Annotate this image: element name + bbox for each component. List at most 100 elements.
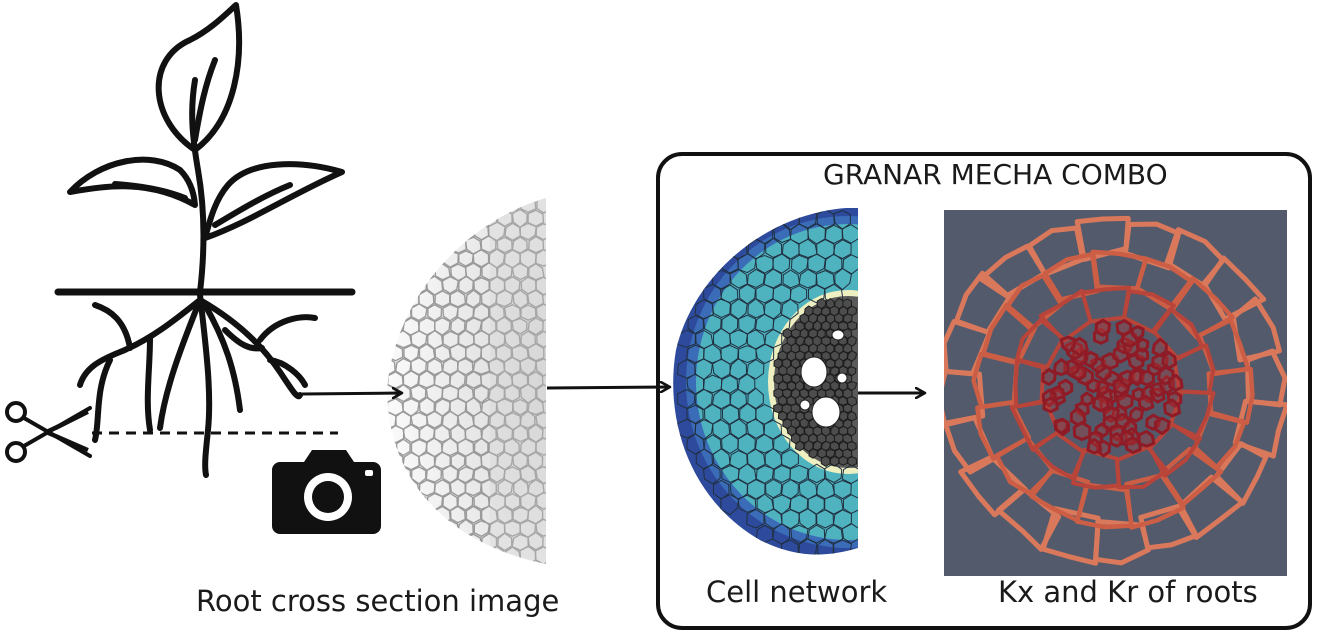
- cell-polygon: [535, 437, 546, 456]
- stele-conductivity-cell: [1151, 337, 1168, 357]
- stele-cell: [842, 403, 853, 414]
- cell-polygon: [535, 411, 546, 430]
- conductivity-cell: [1168, 276, 1235, 340]
- stele-cell: [847, 425, 857, 437]
- cell-polygon: [780, 449, 799, 469]
- conductivity-cell: [1172, 343, 1216, 395]
- cell-polygon: [519, 383, 537, 404]
- stele-conductivity-cell: [1092, 394, 1110, 413]
- stele-conductivity-cell: [1161, 351, 1178, 370]
- stele-conductivity-cell: [1053, 418, 1070, 435]
- cell-polygon: [534, 465, 546, 485]
- cell-polygon: [534, 276, 546, 296]
- cell-polygon: [535, 303, 546, 322]
- stele-conductivity-cell: [1070, 363, 1088, 382]
- conductivity-cell: [1014, 317, 1066, 370]
- cell-polygon: [824, 495, 844, 515]
- stele-conductivity-cell: [1163, 398, 1181, 418]
- cell-polygon: [473, 492, 491, 511]
- cell-polygon: [747, 298, 766, 319]
- stele-cell: [847, 381, 858, 391]
- cell-polygon: [394, 276, 412, 296]
- stele-conductivity-cell: [1112, 377, 1131, 396]
- cell-polygon: [535, 223, 546, 241]
- cell-polygon: [746, 359, 765, 380]
- cell-polygon: [764, 328, 783, 349]
- stele-cell: [786, 425, 797, 436]
- cell-polygon: [834, 267, 853, 291]
- cell-polygon: [720, 374, 739, 394]
- cell-polygon: [763, 268, 783, 289]
- cell-polygon: [394, 465, 412, 485]
- cell-polygon: [763, 419, 783, 440]
- stele-cell: [786, 365, 797, 377]
- cell-polygon: [489, 198, 505, 215]
- cell-polygon: [747, 387, 764, 410]
- conductivity-cell: [1124, 473, 1186, 530]
- conductivity-cell: [1230, 296, 1282, 363]
- cell-polygon: [535, 358, 546, 377]
- stele-cell: [846, 320, 858, 331]
- stele-conductivity-cell: [1109, 432, 1124, 448]
- stele-cell: [790, 328, 801, 339]
- cell-polygon: [473, 384, 490, 404]
- cell-polygon: [504, 493, 521, 511]
- stele-cell: [781, 373, 792, 384]
- cell-polygon: [504, 546, 522, 564]
- conductivity-cell: [1074, 215, 1131, 262]
- cell-polygon: [410, 466, 427, 485]
- cell-polygon: [763, 508, 783, 530]
- cell-polygon: [402, 423, 421, 444]
- cell-polygon: [789, 285, 808, 304]
- cell-polygon: [535, 383, 546, 404]
- cell-polygon: [457, 491, 474, 511]
- cell-polygon: [433, 424, 451, 443]
- conductivity-cell: [1244, 348, 1287, 408]
- cell-polygon: [841, 224, 858, 244]
- cell-polygon: [480, 451, 499, 471]
- cell-polygon: [686, 433, 705, 455]
- stele-cell: [825, 448, 836, 459]
- cell-polygon: [702, 374, 723, 394]
- conductivity-cell: [1080, 285, 1131, 324]
- cell-polygon: [425, 465, 443, 483]
- cell-polygon: [527, 317, 544, 336]
- cell-polygon: [737, 373, 756, 395]
- arrow-plant-to-image: [301, 393, 402, 394]
- cell-polygon: [512, 423, 529, 443]
- cell-polygon: [824, 462, 843, 484]
- stele-conductivity-cell: [1134, 347, 1150, 363]
- granar-mecha-box: [656, 152, 1312, 630]
- cell-polygon: [746, 448, 766, 470]
- cell-polygon: [780, 539, 799, 555]
- cell-polygon: [527, 262, 545, 281]
- cell-polygon: [782, 269, 801, 289]
- stele-cell: [786, 410, 797, 421]
- cell-polygon: [418, 396, 436, 416]
- cell-polygon: [746, 417, 765, 439]
- cell-polygon: [511, 371, 529, 389]
- cell-polygon: [410, 357, 428, 376]
- stele-cell: [790, 403, 801, 414]
- conductivity-cell: [944, 369, 986, 426]
- conductivity-cell: [1026, 225, 1086, 277]
- cell-polygon: [472, 545, 490, 564]
- cell-polygon: [817, 538, 834, 555]
- stele-cell: [821, 320, 831, 332]
- cell-polygon: [503, 437, 520, 457]
- cell-polygon: [395, 438, 411, 457]
- stele-cell: [799, 417, 809, 429]
- cell-polygon: [456, 303, 475, 322]
- root-image-label: Root cross section image: [196, 584, 560, 618]
- cell-polygon: [464, 424, 483, 443]
- stele-conductivity-cell: [1154, 416, 1171, 435]
- stele-cell: [808, 448, 819, 459]
- conductivity-cell: [1038, 288, 1093, 343]
- cell-polygon: [497, 369, 514, 389]
- cell-polygon: [456, 357, 474, 376]
- cell-polygon: [773, 222, 792, 243]
- stele-conductivity-cell: [1115, 319, 1133, 337]
- cell-polygon: [711, 297, 732, 318]
- stele-conductivity-cell: [1074, 401, 1090, 418]
